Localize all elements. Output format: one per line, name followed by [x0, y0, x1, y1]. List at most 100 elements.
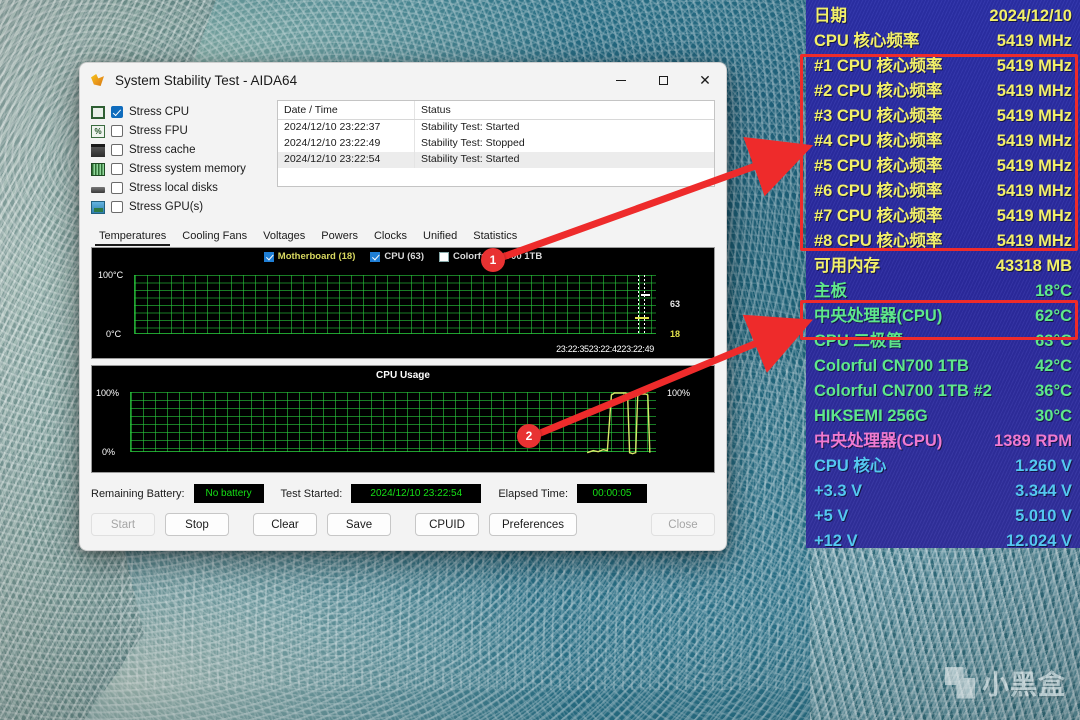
sensor-value: 5419 MHz: [996, 107, 1072, 125]
cell-status: Stability Test: Stopped: [421, 137, 525, 149]
elapsed-value: 00:00:05: [577, 484, 648, 503]
table-row[interactable]: 2024/12/10 23:22:54 Stability Test: Star…: [278, 152, 714, 168]
stress-disks-checkbox[interactable]: [111, 182, 123, 194]
tab-temperatures[interactable]: Temperatures: [91, 228, 174, 246]
sensor-row-date: 日期 2024/12/10: [814, 4, 1072, 29]
maximize-button[interactable]: [642, 63, 684, 97]
temperature-traces: [632, 275, 656, 334]
sensor-row-motherboard-temp: 主板 18°C: [814, 279, 1072, 304]
stress-fpu-checkbox[interactable]: [111, 125, 123, 137]
cache-icon: [91, 143, 105, 157]
stress-option-cpu[interactable]: Stress CPU: [91, 104, 263, 120]
tab-statistics[interactable]: Statistics: [473, 230, 518, 242]
stress-option-label: Stress CPU: [129, 106, 190, 118]
sensor-value: 2024/12/10: [989, 7, 1072, 25]
event-log-table[interactable]: Date / Time Status 2024/12/10 23:22:37 S…: [277, 100, 715, 187]
start-button[interactable]: Start: [91, 513, 155, 536]
window-title: System Stability Test - AIDA64: [115, 72, 298, 88]
legend-checkbox-ssd[interactable]: [438, 251, 449, 262]
temperature-graph: Motherboard (18) CPU (63) Colorful CN700…: [91, 247, 715, 359]
stop-button[interactable]: Stop: [165, 513, 229, 536]
sensor-value: 5419 MHz: [996, 132, 1072, 150]
preferences-button[interactable]: Preferences: [489, 513, 578, 536]
tab-unified[interactable]: Unified: [423, 230, 458, 242]
tab-voltages[interactable]: Voltages: [263, 230, 306, 242]
stress-memory-checkbox[interactable]: [111, 163, 123, 175]
stress-option-label: Stress FPU: [129, 125, 188, 137]
sensor-name: HIKSEMI 256G: [814, 407, 928, 425]
table-row[interactable]: 2024/12/10 23:22:49 Stability Test: Stop…: [278, 136, 714, 152]
save-button[interactable]: Save: [327, 513, 391, 536]
sensor-name: 中央处理器(CPU): [814, 432, 943, 450]
stress-gpu-checkbox[interactable]: [111, 201, 123, 213]
window-controls: ✕: [600, 63, 726, 97]
stress-option-cache[interactable]: Stress cache: [91, 142, 263, 158]
cell-datetime: 2024/12/10 23:22:49: [278, 136, 415, 152]
sensor-name: 可用内存: [814, 257, 880, 275]
sensor-row-core8: #8 CPU 核心频率 5419 MHz: [814, 229, 1072, 254]
cell-datetime: 2024/12/10 23:22:54: [278, 152, 415, 168]
sensor-name: Colorful CN700 1TB: [814, 357, 969, 375]
stability-test-window: System Stability Test - AIDA64 ✕ Stress …: [79, 62, 727, 551]
usage-axis-max: 100%: [96, 388, 120, 398]
sensor-value: 1389 RPM: [994, 432, 1072, 450]
cpu-usage-trace: [130, 392, 656, 455]
legend-label: CPU (63): [384, 251, 424, 262]
sensor-value: 43318 MB: [995, 257, 1072, 275]
sensor-row-vcore: CPU 核心 1.260 V: [814, 454, 1072, 479]
stress-option-gpu[interactable]: Stress GPU(s): [91, 199, 263, 215]
cpuid-button[interactable]: CPUID: [415, 513, 479, 536]
sensor-row-5v: +5 V 5.010 V: [814, 504, 1072, 529]
title-bar: System Stability Test - AIDA64 ✕: [80, 63, 726, 97]
disk-icon: [91, 187, 105, 193]
stress-option-label: Stress cache: [129, 144, 196, 156]
legend-item-motherboard[interactable]: Motherboard (18): [263, 251, 355, 262]
minimize-icon: [616, 79, 626, 81]
sensor-value: 3.344 V: [1015, 482, 1072, 500]
sensor-row-cpu-fan: 中央处理器(CPU) 1389 RPM: [814, 429, 1072, 454]
sensor-value: 12.024 V: [1005, 532, 1072, 550]
stress-option-disks[interactable]: Stress local disks: [91, 180, 263, 196]
legend-item-ssd[interactable]: Colorful CN700 1TB: [438, 251, 542, 262]
tab-bar: Temperatures Cooling Fans Voltages Power…: [91, 226, 715, 246]
legend-item-cpu[interactable]: CPU (63): [370, 251, 424, 262]
sensor-value: 5419 MHz: [996, 207, 1072, 225]
status-strip: Remaining Battery: No battery Test Start…: [91, 484, 715, 503]
sensor-name: CPU 核心频率: [814, 32, 920, 50]
elapsed-label: Elapsed Time:: [498, 487, 569, 500]
battery-label: Remaining Battery:: [91, 487, 185, 500]
sensor-value: 36°C: [1035, 382, 1072, 400]
sensor-value: 5419 MHz: [996, 57, 1072, 75]
minimize-button[interactable]: [600, 63, 642, 97]
tab-clocks[interactable]: Clocks: [373, 230, 407, 242]
close-icon: ✕: [699, 72, 711, 88]
sensor-row-core7: #7 CPU 核心频率 5419 MHz: [814, 204, 1072, 229]
fpu-icon: %: [91, 124, 105, 138]
close-window-button[interactable]: ✕: [684, 63, 726, 97]
clear-button[interactable]: Clear: [253, 513, 317, 536]
table-row[interactable]: 2024/12/10 23:22:37 Stability Test: Star…: [278, 120, 714, 136]
tab-powers[interactable]: Powers: [321, 230, 358, 242]
sensor-row-cpu-diode: CPU 二极管 63°C: [814, 329, 1072, 354]
close-button[interactable]: Close: [651, 513, 715, 536]
temperature-plot-grid: [134, 275, 656, 334]
top-section: Stress CPU % Stress FPU Stress cache: [91, 100, 715, 215]
stress-option-memory[interactable]: Stress system memory: [91, 161, 263, 177]
sensor-name: 主板: [814, 282, 847, 300]
stress-cache-checkbox[interactable]: [111, 144, 123, 156]
sensor-row-ssd3-temp: HIKSEMI 256G 30°C: [814, 404, 1072, 429]
button-bar: Start Stop Clear Save CPUID Preferences …: [91, 513, 715, 536]
cpu-usage-title: CPU Usage: [376, 370, 430, 381]
stress-cpu-checkbox[interactable]: [111, 106, 123, 118]
stress-option-label: Stress local disks: [129, 182, 218, 194]
sensor-osd-panel: 日期 2024/12/10 CPU 核心频率 5419 MHz #1 CPU 核…: [806, 0, 1080, 550]
legend-checkbox-cpu[interactable]: [370, 251, 381, 262]
stress-option-fpu[interactable]: % Stress FPU: [91, 123, 263, 139]
tab-cooling-fans[interactable]: Cooling Fans: [182, 230, 248, 242]
sensor-row-cpu-temp: 中央处理器(CPU) 62°C: [814, 304, 1072, 329]
sensor-value: 5419 MHz: [996, 232, 1072, 250]
legend-checkbox-motherboard[interactable]: [263, 251, 274, 262]
sensor-row-core3: #3 CPU 核心频率 5419 MHz: [814, 104, 1072, 129]
sensor-name: #6 CPU 核心频率: [814, 182, 943, 200]
aida64-icon: [90, 72, 106, 88]
